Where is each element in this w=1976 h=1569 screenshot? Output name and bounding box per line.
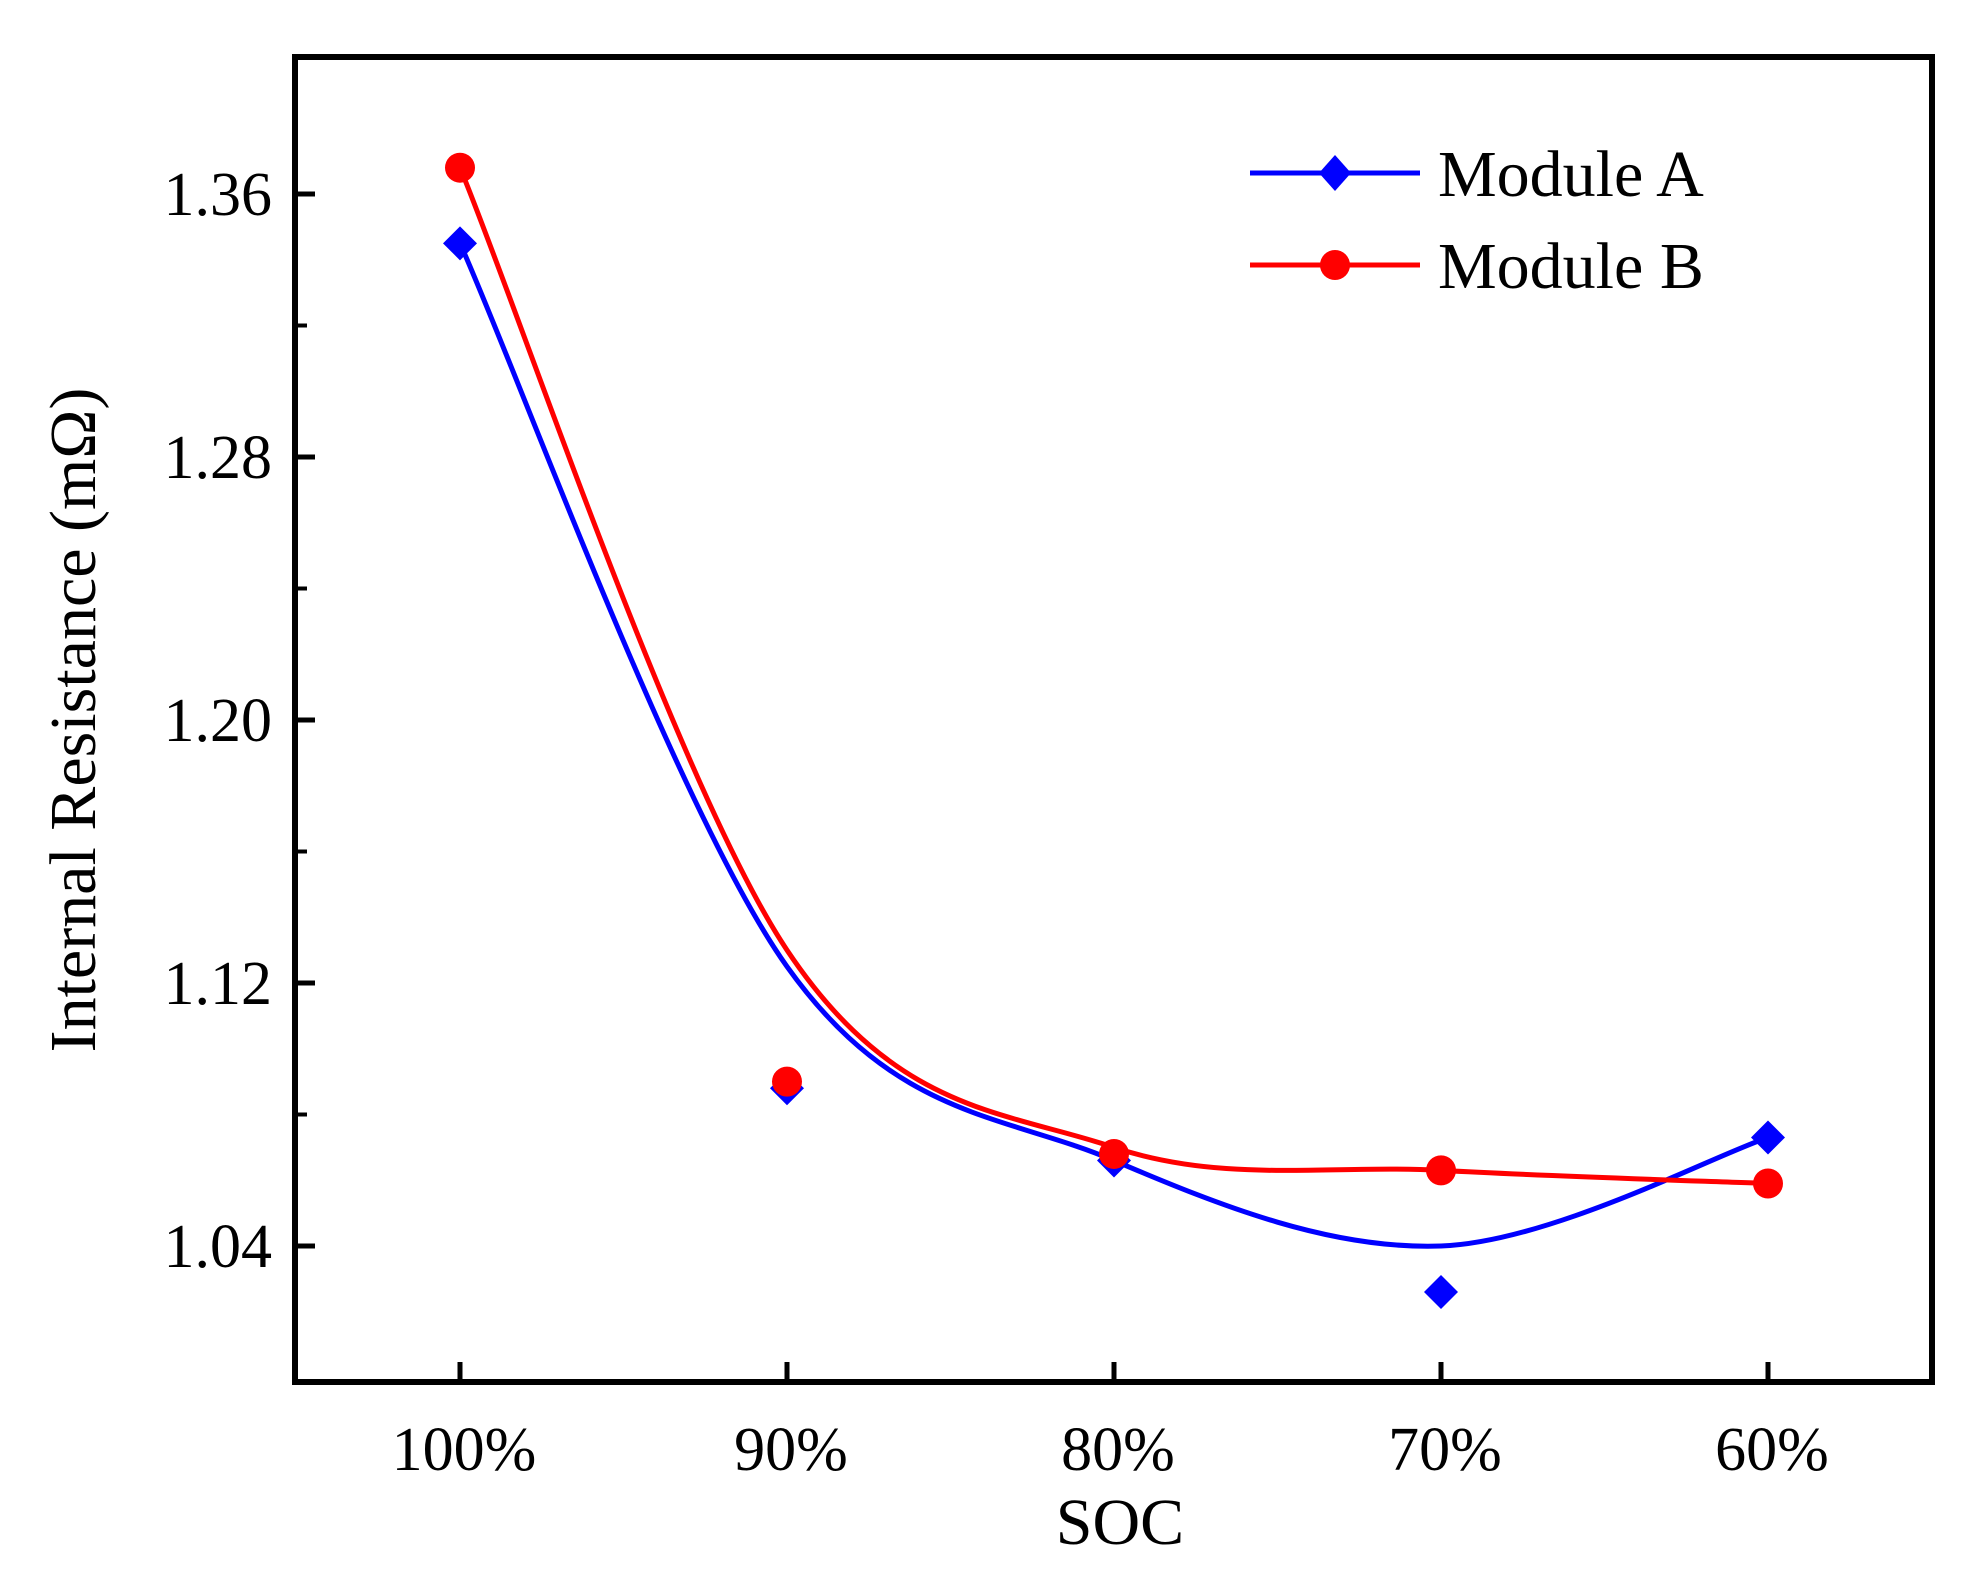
- data-point-module-a: [443, 226, 477, 261]
- legend-marker-module-a: [1319, 155, 1351, 191]
- data-point-module-a: [1424, 1275, 1458, 1310]
- data-point-module-b: [1753, 1168, 1783, 1199]
- y-tick-label: 1.12: [164, 950, 273, 1018]
- data-point-module-b: [1099, 1138, 1129, 1169]
- legend-label-module-b: Module B: [1438, 230, 1704, 303]
- y-axis: 1.04 1.12 1.20 1.28 1.36: [164, 161, 315, 1281]
- series-line-module-b: [457, 165, 1771, 1187]
- x-tick-label: 80%: [1061, 1416, 1175, 1484]
- data-point-module-a: [1751, 1120, 1785, 1155]
- x-tick-label: 70%: [1388, 1416, 1502, 1484]
- series-line-module-a: [457, 240, 1771, 1249]
- x-tick-label: 100%: [392, 1416, 537, 1484]
- data-point-module-b: [445, 152, 475, 183]
- series-layer: [443, 152, 1785, 1310]
- x-tick-label: 90%: [734, 1416, 848, 1484]
- y-tick-label: 1.04: [164, 1213, 273, 1281]
- x-axis-title: SOC: [1056, 1486, 1184, 1559]
- legend: Module A Module B: [1250, 138, 1704, 303]
- x-tick-label: 60%: [1715, 1416, 1829, 1484]
- y-tick-label: 1.28: [164, 424, 273, 492]
- legend-label-module-a: Module A: [1438, 138, 1704, 211]
- y-axis-title: Internal Resistance (mΩ): [37, 388, 110, 1053]
- data-point-module-b: [1426, 1155, 1456, 1186]
- data-point-module-b: [772, 1066, 802, 1097]
- x-axis: 100% 90% 80% 70% 60%: [392, 1362, 1829, 1484]
- y-tick-label: 1.36: [164, 161, 273, 229]
- y-tick-label: 1.20: [164, 687, 273, 755]
- legend-marker-module-b: [1320, 250, 1350, 280]
